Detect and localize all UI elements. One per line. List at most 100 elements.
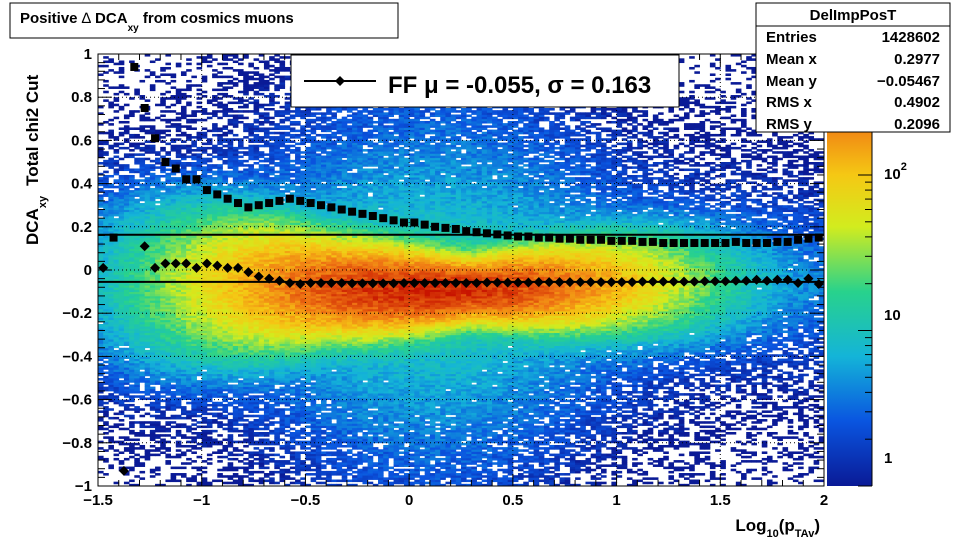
heatmap-cell	[175, 313, 182, 316]
heatmap-cell	[108, 380, 114, 383]
heatmap-cell	[201, 235, 208, 238]
heatmap-cell	[232, 151, 239, 154]
heatmap-cell	[232, 244, 239, 247]
heatmap-cell	[160, 414, 166, 418]
heatmap-cell	[258, 60, 265, 64]
heatmap-cell	[123, 308, 130, 312]
heatmap-cell	[123, 336, 130, 340]
heatmap-cell	[98, 250, 104, 254]
heatmap-cell	[206, 393, 213, 396]
heatmap-cell	[160, 198, 166, 202]
heatmap-cell	[232, 211, 239, 215]
heatmap-cell	[129, 216, 135, 219]
heatmap-cell	[212, 144, 218, 148]
heatmap-cell	[227, 58, 234, 61]
heatmap-cell	[201, 295, 208, 299]
heatmap-cell	[160, 354, 166, 357]
heatmap-cell	[217, 449, 223, 452]
heatmap-cell	[175, 319, 182, 323]
heatmap-cell	[222, 367, 229, 370]
heatmap-cell	[108, 354, 114, 357]
heatmap-cell	[232, 60, 239, 64]
heatmap-cell	[222, 332, 229, 336]
heatmap-cell	[232, 410, 239, 413]
heatmap-cell	[103, 90, 109, 94]
heatmap-cell	[201, 108, 208, 111]
heatmap-cell	[186, 477, 192, 480]
heatmap-cell	[118, 319, 125, 323]
heatmap-cell	[212, 58, 218, 61]
heatmap-cell	[170, 332, 177, 336]
heatmap-cell	[258, 399, 265, 403]
heatmap-cell	[113, 317, 120, 321]
heatmap-cell	[98, 140, 104, 143]
heatmap-cell	[144, 332, 151, 336]
heatmap-cell	[186, 388, 192, 392]
heatmap-cell	[222, 140, 229, 143]
heatmap-cell	[175, 354, 182, 357]
heatmap-cell	[232, 293, 239, 297]
heatmap-cell	[165, 172, 171, 176]
heatmap-cell	[180, 393, 187, 396]
heatmap-cell	[134, 324, 140, 327]
heatmap-cell	[98, 291, 104, 295]
heatmap-cell	[196, 352, 203, 355]
heatmap-cell	[238, 401, 244, 405]
heatmap-cell	[160, 174, 166, 178]
heatmap-cell	[248, 285, 254, 288]
heatmap-cell	[227, 468, 234, 472]
heatmap-cell	[98, 347, 104, 351]
heatmap-cell	[217, 274, 223, 277]
heatmap-cell	[134, 270, 140, 273]
heatmap-cell	[113, 311, 120, 314]
heatmap-cell	[149, 86, 156, 89]
heatmap-cell	[217, 395, 223, 398]
heatmap-cell	[134, 313, 140, 316]
heatmap-cell	[232, 239, 239, 243]
heatmap-cell	[191, 295, 197, 299]
heatmap-cell	[212, 103, 218, 107]
heatmap-cell	[206, 231, 213, 234]
heatmap-cell	[175, 187, 182, 191]
heatmap-cell	[103, 216, 109, 219]
heatmap-cell	[144, 380, 151, 383]
heatmap-cell	[134, 200, 140, 204]
heatmap-cell	[144, 358, 151, 362]
heatmap-cell	[222, 384, 229, 388]
heatmap-cell	[232, 347, 239, 351]
heatmap-cell	[103, 321, 109, 325]
heatmap-cell	[155, 231, 161, 234]
heatmap-cell	[227, 339, 234, 342]
heatmap-cell	[201, 406, 208, 409]
heatmap-cell	[103, 311, 109, 314]
heatmap-cell	[186, 235, 192, 238]
heatmap-cell	[139, 287, 146, 290]
heatmap-cell	[155, 254, 161, 258]
heatmap-cell	[212, 149, 218, 152]
heatmap-cell	[243, 211, 249, 215]
heatmap-cell	[201, 352, 208, 355]
heatmap-cell	[196, 218, 203, 221]
heatmap-cell	[165, 421, 171, 424]
heatmap-cell	[217, 455, 223, 459]
heatmap-cell	[227, 263, 234, 267]
heatmap-cell	[212, 278, 218, 282]
heatmap-cell	[206, 289, 213, 292]
heatmap-cell	[139, 149, 146, 152]
heatmap-cell	[269, 73, 275, 76]
heatmap-cell	[196, 388, 203, 392]
heatmap-cell	[108, 399, 114, 403]
heatmap-cell	[180, 319, 187, 323]
heatmap-cell	[191, 235, 197, 238]
heatmap-cell	[248, 349, 254, 353]
heatmap-cell	[139, 157, 146, 161]
heatmap-cell	[232, 164, 239, 167]
heatmap-cell	[129, 369, 135, 372]
heatmap-cell	[155, 263, 161, 267]
heatmap-cell	[123, 272, 130, 275]
heatmap-cell	[144, 151, 151, 154]
heatmap-cell	[103, 261, 109, 264]
heatmap-cell	[222, 278, 229, 282]
heatmap-cell	[144, 403, 151, 407]
heatmap-cell	[196, 324, 203, 327]
